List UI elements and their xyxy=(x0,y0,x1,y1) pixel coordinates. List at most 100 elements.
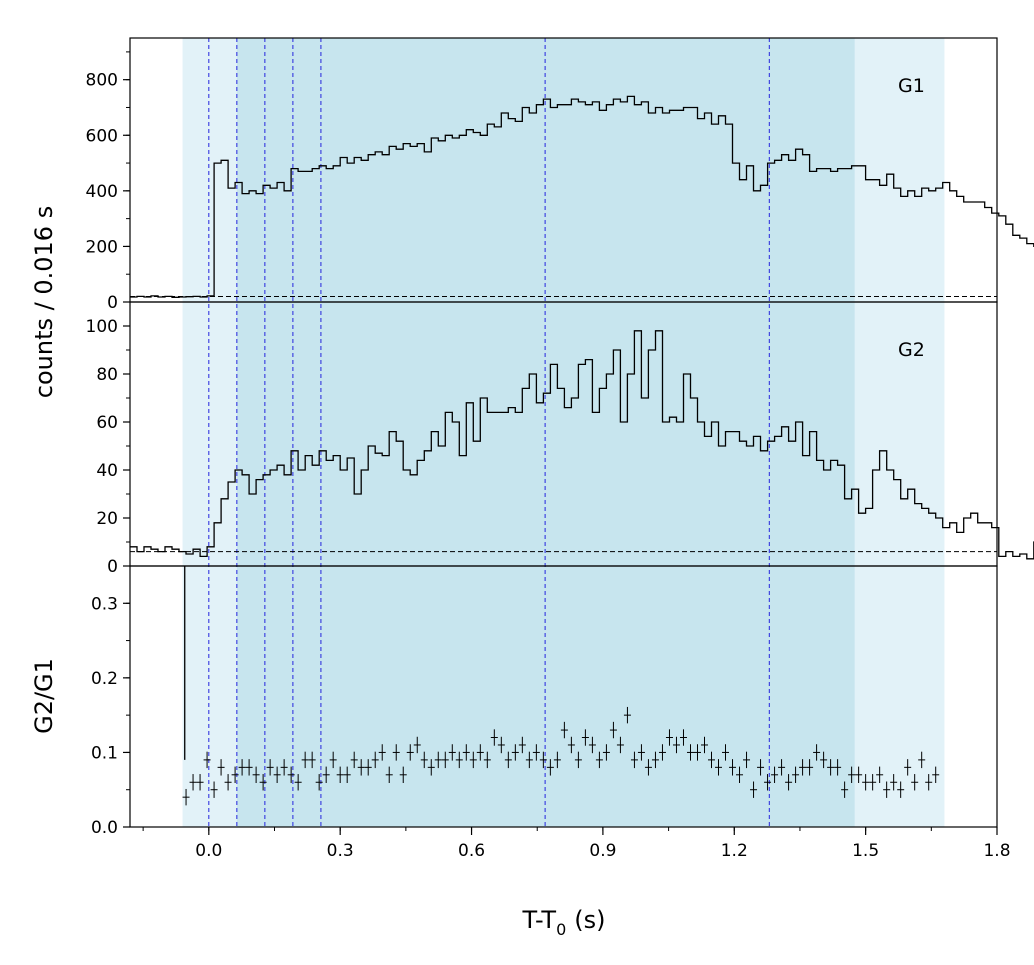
x-axis-title: T-T0 (s) xyxy=(522,906,606,939)
panel-1-ytick-label: 800 xyxy=(86,71,118,91)
ratio-point xyxy=(273,766,281,784)
ratio-point xyxy=(820,751,828,769)
panel-2-ytick-label: 20 xyxy=(96,509,118,529)
ratio-point xyxy=(932,766,940,784)
ratio-point xyxy=(722,744,730,761)
ratio-point xyxy=(743,751,751,769)
panel-3-frame xyxy=(129,565,998,828)
ratio-point xyxy=(876,766,884,784)
ratio-point xyxy=(329,751,337,769)
ratio-point xyxy=(729,759,737,776)
ratio-point xyxy=(609,721,617,739)
ratio-point xyxy=(371,751,379,769)
ratio-point xyxy=(245,759,253,776)
ratio-point xyxy=(511,744,519,761)
ratio-point xyxy=(834,759,842,776)
ratio-point xyxy=(392,744,400,761)
ratio-point xyxy=(644,759,652,776)
ratio-point xyxy=(560,721,568,739)
panel-3-ytick-label: 0.3 xyxy=(91,594,118,614)
ratio-point xyxy=(350,751,358,769)
ratio-point xyxy=(750,781,758,798)
ratio-point xyxy=(588,736,596,754)
xtick-label: 0.9 xyxy=(589,841,616,861)
ratio-point xyxy=(399,766,407,784)
panel-2-step-histogram xyxy=(130,330,1034,560)
ratio-point xyxy=(799,759,807,776)
ratio-point xyxy=(539,751,547,769)
ratio-point xyxy=(441,751,449,769)
ratio-point xyxy=(406,744,414,761)
shading-layer xyxy=(182,38,945,827)
ratio-point xyxy=(679,729,687,746)
ratio-point xyxy=(483,751,491,769)
ratio-point xyxy=(308,751,316,769)
ratio-point xyxy=(518,736,526,754)
ratio-point xyxy=(897,781,905,798)
ratio-point xyxy=(294,774,302,791)
panel-label-g1: G1 xyxy=(898,75,925,97)
x-axis-title-main: T-T xyxy=(522,906,557,934)
ratio-point xyxy=(553,751,561,769)
ratio-point xyxy=(322,766,330,784)
ratio-point xyxy=(532,744,540,761)
ratio-point xyxy=(595,751,603,769)
xtick-label: 1.2 xyxy=(721,841,748,861)
ratio-point xyxy=(196,774,204,791)
ratio-point xyxy=(637,744,645,761)
ratio-point xyxy=(420,751,428,769)
ratio-point xyxy=(785,774,793,791)
panel-3-ytick-label: 0.2 xyxy=(91,669,118,689)
ratio-point xyxy=(364,759,372,776)
ratio-point xyxy=(715,759,723,776)
ratio-point xyxy=(224,774,232,791)
panel-1-ytick-label: 600 xyxy=(86,126,118,146)
ratio-point xyxy=(869,774,877,791)
ratio-point xyxy=(238,759,246,776)
ratio-point xyxy=(476,744,484,761)
ratio-point xyxy=(497,736,505,754)
ratio-point xyxy=(918,751,926,769)
ratio-point xyxy=(651,751,659,769)
ratio-point xyxy=(778,759,786,776)
ratio-point xyxy=(665,729,673,746)
ratio-point xyxy=(259,774,267,791)
panel-3-ytick-label: 0.0 xyxy=(91,818,118,838)
ratio-point xyxy=(343,766,351,784)
ratio-point xyxy=(813,744,821,761)
xtick-label: 1.5 xyxy=(852,841,879,861)
frame-layer xyxy=(129,37,998,828)
ratio-point xyxy=(581,729,589,746)
ratio-point xyxy=(848,766,856,784)
panel-2-ytick-label: 60 xyxy=(96,413,118,433)
ratio-point xyxy=(658,744,666,761)
ratio-point xyxy=(771,766,779,784)
shared-y-axis-title: counts / 0.016 s xyxy=(30,206,58,398)
shaded-region-2 xyxy=(236,38,855,827)
xtick-label: 0.3 xyxy=(327,841,354,861)
ratio-point xyxy=(490,729,498,746)
ratio-point xyxy=(693,744,701,761)
xtick-label: 1.8 xyxy=(983,841,1010,861)
ratio-point xyxy=(301,751,309,769)
ratio-point xyxy=(504,751,512,769)
ratio-point xyxy=(708,751,716,769)
ratio-point xyxy=(700,736,708,754)
ratio-point xyxy=(616,736,624,754)
ratio-point xyxy=(925,774,933,791)
panel-1-ytick-label: 200 xyxy=(86,237,118,257)
panel-1-ytick-label: 0 xyxy=(107,293,118,313)
ratio-point xyxy=(736,766,744,784)
ratio-point xyxy=(231,766,239,784)
ratio-point xyxy=(280,759,288,776)
ratio-point xyxy=(567,736,575,754)
x-axis-title-unit: (s) xyxy=(574,906,605,934)
ratio-point xyxy=(904,759,912,776)
ratio-point xyxy=(862,774,870,791)
panel-2-ytick-label: 0 xyxy=(107,557,118,577)
ratio-point xyxy=(385,766,393,784)
panel-1-step-histogram xyxy=(130,95,1034,298)
ratio-point xyxy=(764,774,772,791)
ratio-point xyxy=(574,751,582,769)
ratio-point xyxy=(855,766,863,784)
